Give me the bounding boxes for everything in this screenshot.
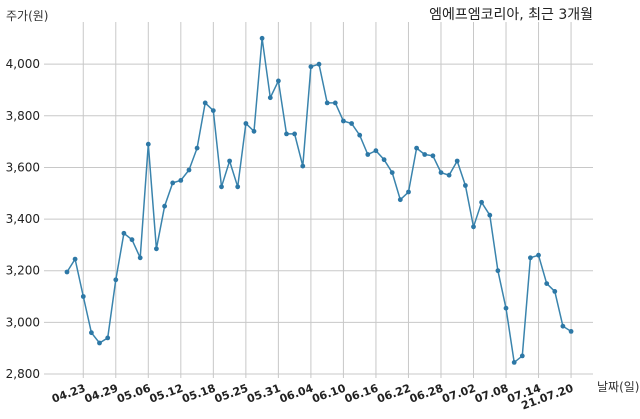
data-point: [105, 335, 111, 341]
y-tick-label: 3,200: [6, 264, 40, 278]
data-point: [154, 246, 159, 252]
data-point: [389, 170, 395, 176]
data-point: [438, 170, 444, 176]
data-point: [64, 269, 70, 275]
data-point: [454, 158, 460, 164]
data-point: [162, 203, 168, 209]
data-point: [210, 108, 216, 113]
y-tick-label: 4,000: [6, 57, 40, 71]
data-point: [341, 118, 346, 124]
x-axis-label: 날짜(일): [597, 380, 639, 394]
data-point: [495, 268, 501, 274]
data-point: [528, 255, 533, 261]
grid-lines: [44, 22, 593, 378]
data-point: [519, 353, 525, 359]
data-point: [267, 95, 273, 101]
y-tick-labels: 2,800 3,000 3,200 3,400 3,600 3,800 4,000: [6, 57, 40, 381]
data-point: [121, 230, 127, 236]
data-point: [332, 100, 338, 106]
data-point: [414, 145, 419, 151]
data-point: [276, 78, 281, 84]
x-tick-labels: 04.2304.2905.0605.1205.1805.2505.3106.04…: [50, 381, 575, 412]
data-point: [129, 237, 135, 243]
data-point: [227, 158, 233, 164]
data-point: [194, 145, 200, 151]
data-point: [397, 197, 403, 203]
data-point: [381, 157, 387, 163]
data-point: [422, 152, 428, 157]
data-point: [430, 153, 436, 159]
data-point: [300, 163, 306, 169]
data-point: [544, 281, 550, 286]
data-point: [568, 329, 574, 334]
data-point: [170, 180, 176, 186]
data-point: [487, 212, 493, 218]
data-point: [324, 100, 330, 106]
y-tick-label: 3,800: [6, 109, 40, 123]
data-point: [186, 167, 192, 173]
data-point: [251, 128, 257, 134]
data-point: [202, 100, 208, 106]
data-point: [365, 152, 371, 157]
data-point: [471, 224, 476, 230]
data-point: [308, 64, 314, 70]
data-point: [552, 289, 558, 294]
data-point: [259, 35, 265, 41]
data-point: [89, 330, 94, 336]
data-point: [357, 132, 363, 138]
y-tick-label: 3,000: [6, 315, 40, 329]
data-point: [178, 178, 184, 183]
price-data-points: [64, 35, 574, 365]
data-point: [292, 131, 297, 137]
data-point: [316, 61, 322, 67]
chart-title: 엠에프엠코리아, 최근 3개월: [429, 7, 593, 23]
data-point: [463, 183, 468, 188]
data-point: [235, 184, 241, 190]
y-axis-label: 주가(원): [6, 9, 48, 23]
y-tick-label: 2,800: [6, 367, 40, 381]
data-point: [373, 148, 379, 154]
y-tick-label: 3,400: [6, 212, 40, 226]
data-point: [446, 172, 452, 178]
data-point: [97, 340, 102, 346]
data-point: [349, 121, 354, 126]
data-point: [503, 305, 509, 311]
data-point: [219, 184, 224, 190]
data-point: [560, 323, 566, 329]
data-point: [511, 360, 517, 365]
data-point: [113, 277, 119, 283]
data-point: [145, 141, 151, 147]
data-point: [137, 255, 143, 261]
data-point: [80, 294, 86, 299]
data-point: [243, 121, 249, 126]
data-point: [284, 131, 289, 137]
data-point: [536, 252, 541, 258]
data-point: [72, 256, 78, 262]
price-series-line: [66, 38, 572, 364]
data-point: [406, 189, 411, 195]
y-tick-label: 3,600: [6, 160, 40, 174]
data-point: [479, 199, 484, 205]
